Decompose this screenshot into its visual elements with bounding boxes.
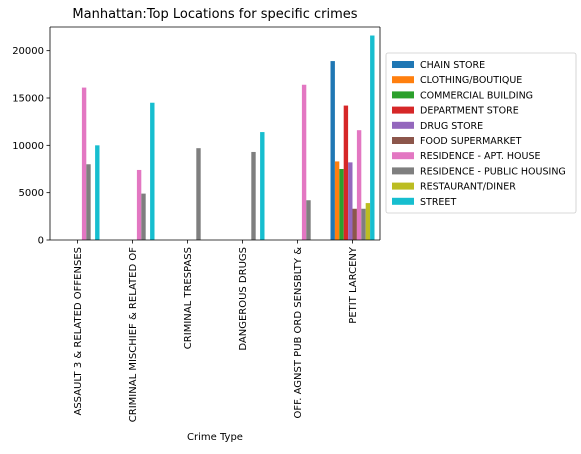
bar bbox=[361, 208, 366, 240]
bar bbox=[150, 102, 155, 240]
legend-label: DEPARTMENT STORE bbox=[420, 106, 519, 117]
bar bbox=[370, 35, 375, 240]
bar bbox=[356, 130, 362, 240]
legend-swatch bbox=[392, 137, 414, 144]
bar bbox=[330, 61, 335, 240]
legend-swatch bbox=[392, 91, 414, 99]
bar bbox=[339, 169, 344, 240]
bar bbox=[260, 132, 265, 240]
legend-swatch bbox=[392, 182, 414, 190]
x-tick-label: CRIMINAL MISCHIEF & RELATED OF bbox=[128, 247, 139, 422]
legend-label: RESIDENCE - PUBLIC HOUSING bbox=[420, 166, 566, 177]
y-tick-label: 0 bbox=[38, 236, 44, 247]
y-tick-label: 10000 bbox=[12, 141, 44, 152]
legend-swatch bbox=[392, 76, 414, 84]
bar bbox=[306, 200, 311, 240]
y-tick-label: 5000 bbox=[19, 188, 44, 199]
x-tick-label: OFF. AGNST PUB ORD SENSBLTY & bbox=[293, 247, 304, 419]
chart-title: Manhattan:Top Locations for specific cri… bbox=[72, 7, 357, 22]
y-tick-label: 15000 bbox=[12, 94, 44, 105]
legend-label: COMMERCIAL BUILDING bbox=[420, 90, 533, 101]
legend-swatch bbox=[392, 121, 414, 129]
bar bbox=[141, 193, 146, 240]
bar bbox=[343, 105, 349, 240]
x-tick-label: PETIT LARCENY bbox=[348, 246, 359, 324]
y-tick-label: 20000 bbox=[12, 46, 44, 57]
bar bbox=[251, 151, 256, 240]
x-tick-label: ASSAULT 3 & RELATED OFFENSES bbox=[73, 247, 84, 416]
legend-label: CLOTHING/BOUTIQUE bbox=[420, 75, 522, 86]
bar bbox=[136, 169, 142, 240]
bar bbox=[196, 148, 201, 240]
x-tick-label: DANGEROUS DRUGS bbox=[238, 247, 249, 351]
x-axis-title: Crime Type bbox=[187, 432, 243, 443]
legend-label: CHAIN STORE bbox=[420, 60, 485, 71]
legend-swatch bbox=[392, 152, 414, 160]
legend-swatch bbox=[392, 197, 414, 205]
bar bbox=[95, 145, 100, 240]
bar bbox=[348, 162, 353, 240]
legend-label: FOOD SUPERMARKET bbox=[420, 136, 522, 147]
bar bbox=[301, 84, 307, 240]
legend-swatch bbox=[392, 167, 414, 175]
bar bbox=[365, 203, 371, 240]
bar bbox=[352, 208, 357, 240]
legend-box bbox=[385, 52, 577, 214]
legend-label: DRUG STORE bbox=[420, 121, 483, 132]
legend-swatch bbox=[392, 61, 414, 68]
x-tick-label: CRIMINAL TRESPASS bbox=[183, 247, 194, 349]
bar bbox=[334, 161, 340, 240]
legend-swatch bbox=[392, 106, 414, 114]
bar bbox=[81, 87, 87, 240]
legend-label: RESIDENCE - APT. HOUSE bbox=[420, 151, 541, 162]
legend-label: STREET bbox=[420, 197, 456, 208]
bar bbox=[86, 164, 91, 240]
legend-label: RESTAURANT/DINER bbox=[420, 182, 516, 193]
